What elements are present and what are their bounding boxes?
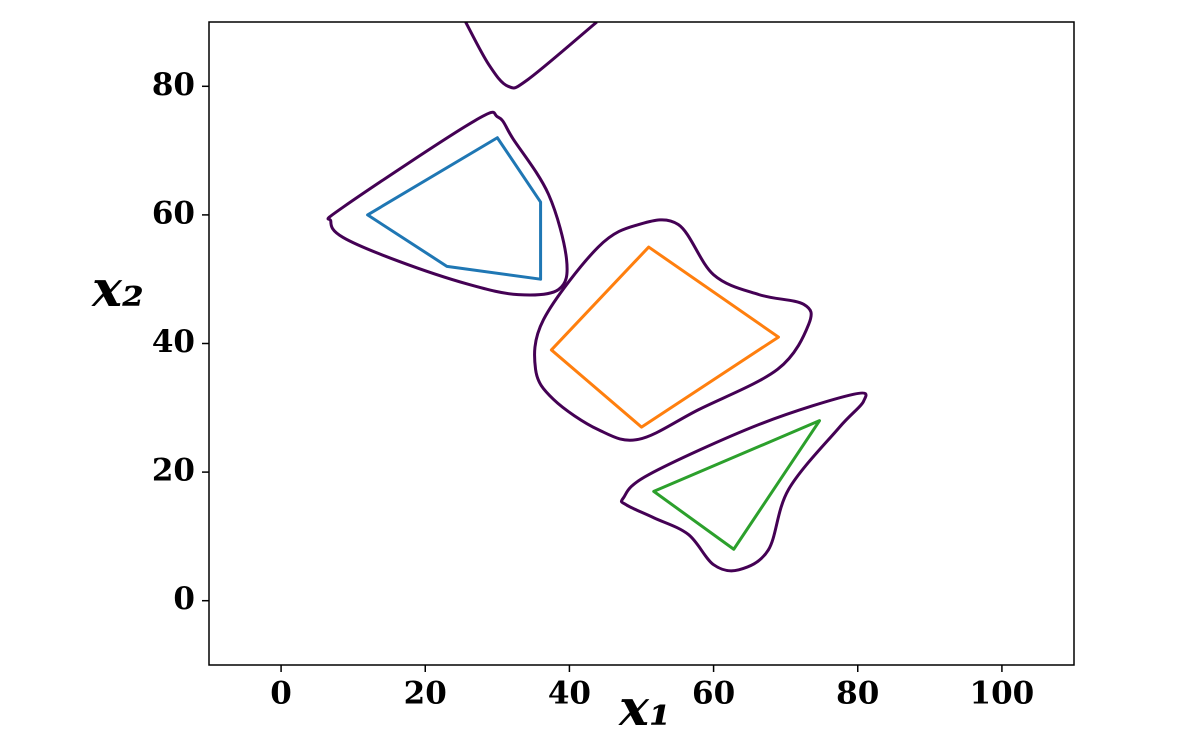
contour — [533, 218, 813, 442]
plot-frame — [208, 21, 1075, 666]
x-tick-label: 0 — [270, 676, 292, 712]
x-tick-label: 100 — [970, 676, 1035, 712]
x-tick-label: 20 — [404, 676, 447, 712]
contour — [326, 110, 569, 297]
y-tick-label: 20 — [152, 453, 195, 489]
polygon — [549, 245, 780, 429]
contour — [619, 391, 868, 573]
y-tick-label: 0 — [173, 581, 195, 617]
y-tick-label: 60 — [152, 195, 195, 231]
x-tick-label: 40 — [548, 676, 591, 712]
polygon — [652, 419, 822, 551]
polygon — [366, 136, 543, 281]
y-tick-label: 80 — [152, 67, 195, 103]
x-tick-label: 60 — [692, 676, 735, 712]
x-axis-label: x₁ — [618, 678, 671, 737]
x-tick-label: 80 — [836, 676, 879, 712]
y-tick-label: 40 — [152, 324, 195, 360]
contour — [464, 22, 598, 90]
y-axis-label: x₂ — [91, 259, 144, 318]
